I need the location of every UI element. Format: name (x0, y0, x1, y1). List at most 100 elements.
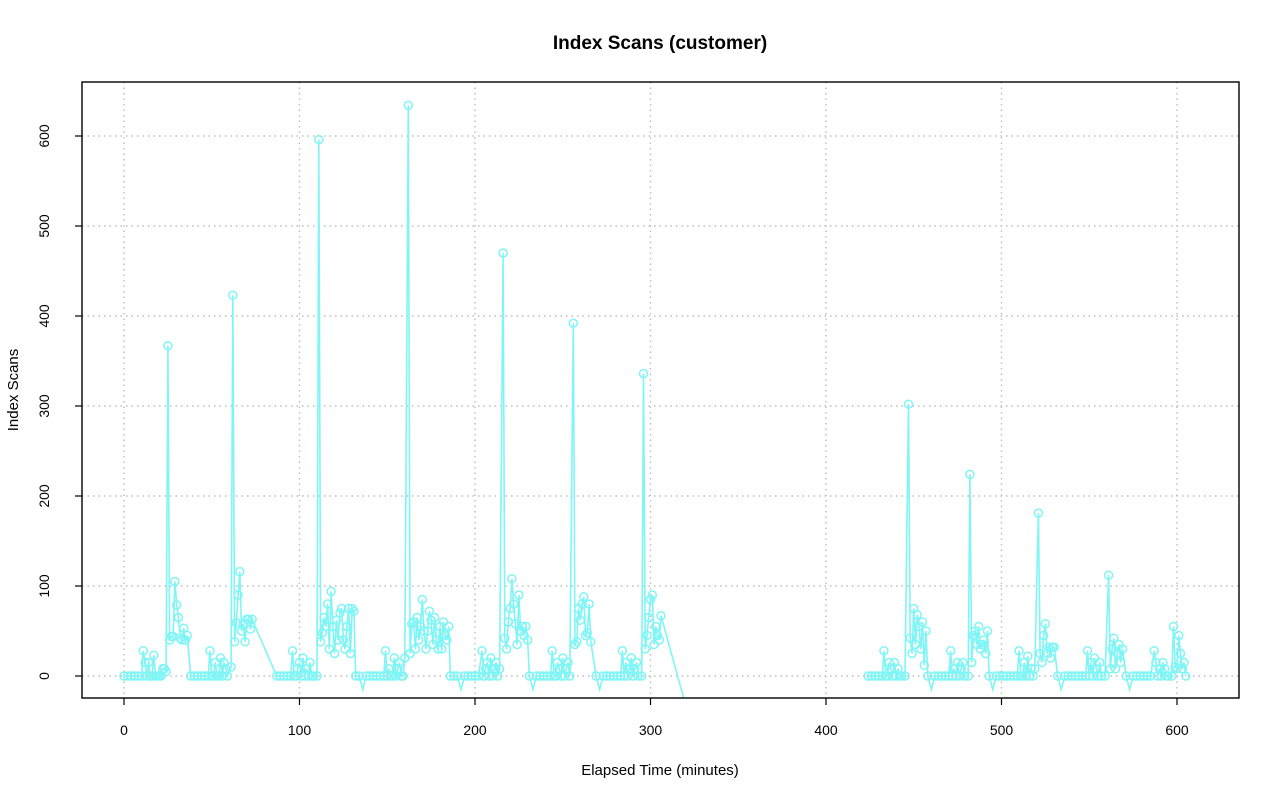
data-point (1096, 671, 1107, 681)
data-point (208, 671, 219, 681)
data-point (466, 671, 477, 681)
data-point (500, 633, 510, 643)
data-point (656, 610, 666, 621)
data-point (1163, 671, 1173, 681)
data-point (1105, 664, 1116, 674)
data-point (575, 615, 586, 625)
data-point (319, 612, 329, 623)
data-point (431, 635, 442, 645)
data-point (375, 671, 385, 681)
data-point (335, 608, 345, 618)
data-point (1012, 671, 1023, 681)
data-point (1168, 621, 1179, 632)
data-point (459, 671, 470, 681)
data-point (354, 671, 364, 681)
data-point (494, 664, 505, 674)
data-point (1037, 657, 1047, 668)
data-point (342, 621, 352, 632)
data-point (1117, 644, 1128, 654)
data-point (1095, 657, 1105, 668)
y-tick-label: 600 (36, 124, 52, 148)
data-point (547, 646, 557, 656)
data-point (1175, 648, 1186, 659)
x-tick-label: 300 (639, 722, 663, 738)
data-point (452, 671, 463, 681)
data-point (336, 603, 347, 614)
data-point (1009, 671, 1019, 681)
data-point (1033, 508, 1044, 518)
data-point (1059, 671, 1070, 681)
data-point (1038, 630, 1049, 641)
data-point (240, 637, 250, 647)
data-point (998, 671, 1009, 681)
chart-title: Index Scans (customer) (553, 33, 767, 54)
data-point (1005, 671, 1016, 681)
data-point (350, 671, 361, 681)
data-point (1100, 671, 1110, 681)
data-point (231, 618, 242, 628)
data-point (647, 590, 658, 600)
data-point (968, 630, 979, 641)
data-point (572, 637, 582, 647)
data-point (508, 599, 519, 609)
series-line-1 (124, 105, 685, 698)
data-point (919, 660, 930, 670)
data-point (638, 368, 649, 379)
data-point (440, 630, 450, 641)
data-point (484, 671, 494, 681)
data-point (642, 630, 652, 641)
data-point (326, 586, 336, 597)
data-point (1116, 657, 1126, 668)
data-point (903, 399, 914, 409)
data-point (171, 600, 182, 610)
x-tick-label: 200 (463, 722, 487, 738)
data-point (524, 671, 535, 681)
data-point (1121, 671, 1131, 681)
data-point (247, 614, 257, 625)
data-point (189, 671, 199, 681)
grid-lines (82, 82, 1239, 698)
data-point (1172, 664, 1182, 674)
data-point (1077, 671, 1087, 681)
data-point (651, 621, 661, 632)
data-point (1131, 671, 1142, 681)
data-point (138, 646, 149, 656)
data-point (333, 635, 343, 645)
data-point (591, 671, 601, 681)
data-point (930, 671, 940, 681)
data-point (917, 617, 928, 627)
data-point (133, 671, 143, 681)
data-point (514, 590, 524, 600)
data-point (1128, 671, 1138, 681)
data-point (1066, 671, 1077, 681)
data-point (424, 606, 435, 616)
data-point (1030, 664, 1040, 674)
x-tick-label: 600 (1165, 722, 1189, 738)
data-point (205, 646, 215, 656)
data-point (977, 639, 987, 650)
series-line-2 (868, 404, 1187, 693)
data-point (966, 657, 977, 668)
data-point (545, 671, 556, 681)
data-point (1021, 671, 1031, 681)
data-point (636, 671, 647, 681)
data-point (916, 644, 926, 654)
y-axis-label: Index Scans (5, 349, 22, 432)
data-point (619, 671, 629, 681)
data-point (1142, 671, 1152, 681)
data-point (940, 671, 951, 681)
data-point (863, 671, 873, 681)
data-point (1166, 671, 1177, 681)
data-point (315, 637, 326, 647)
data-point (512, 639, 522, 650)
data-point (1174, 630, 1184, 641)
data-point (122, 671, 133, 681)
x-axis-label: Elapsed Time (minutes) (581, 762, 739, 779)
data-point (235, 566, 245, 577)
data-point (608, 671, 619, 681)
data-point (912, 610, 923, 620)
data-point (278, 671, 289, 681)
data-point (617, 646, 628, 656)
data-point (147, 671, 157, 681)
data-point (143, 657, 154, 668)
